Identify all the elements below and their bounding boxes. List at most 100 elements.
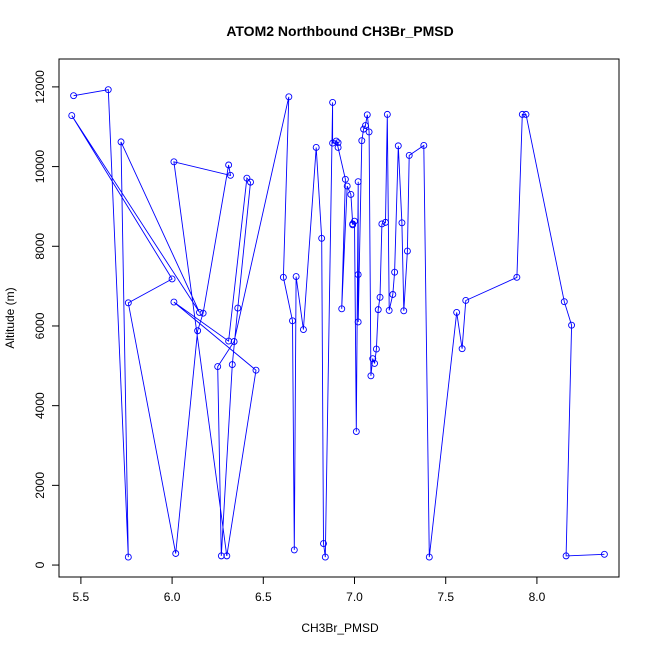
data-point xyxy=(234,304,242,312)
data-point xyxy=(458,345,466,353)
data-point xyxy=(391,268,399,276)
data-point xyxy=(518,110,526,118)
data-point xyxy=(252,366,260,374)
series-line xyxy=(71,89,605,558)
data-point xyxy=(398,219,406,227)
data-point xyxy=(318,234,326,242)
data-point xyxy=(329,139,337,147)
y-tick-label: 4000 xyxy=(33,392,47,419)
data-point xyxy=(194,327,202,335)
x-tick-label: 6.5 xyxy=(255,590,272,604)
y-tick-label: 0 xyxy=(33,561,47,568)
data-point xyxy=(292,273,300,281)
data-point xyxy=(227,171,234,179)
data-point xyxy=(168,275,176,283)
data-point xyxy=(403,247,411,255)
data-point xyxy=(299,326,307,334)
data-point xyxy=(170,298,178,306)
data-point xyxy=(367,372,375,380)
data-point xyxy=(117,138,125,146)
data-point xyxy=(400,307,408,315)
x-tick-label: 7.0 xyxy=(346,590,363,604)
data-point xyxy=(334,139,342,147)
data-point xyxy=(382,218,389,226)
data-point xyxy=(68,112,76,120)
data-point xyxy=(349,221,357,229)
data-point xyxy=(562,552,570,560)
data-point xyxy=(338,305,346,313)
x-tick-label: 5.5 xyxy=(73,590,90,604)
data-point xyxy=(568,321,576,329)
data-point xyxy=(462,297,470,304)
x-tick-label: 7.5 xyxy=(437,590,454,604)
data-point xyxy=(405,151,413,159)
data-point xyxy=(385,306,393,314)
x-tick-label: 6.0 xyxy=(164,590,181,604)
data-point xyxy=(228,361,236,369)
data-point xyxy=(225,337,233,345)
data-point xyxy=(360,125,368,133)
data-point xyxy=(376,293,384,301)
data-point xyxy=(522,110,530,118)
data-point xyxy=(217,552,225,560)
data-point xyxy=(104,86,112,94)
data-point xyxy=(290,546,298,554)
data-point xyxy=(358,137,366,145)
data-point xyxy=(378,220,386,228)
x-tick-label: 8.0 xyxy=(529,590,546,604)
data-point xyxy=(372,345,380,353)
data-point xyxy=(230,338,238,345)
y-tick-label: 8000 xyxy=(33,233,47,260)
y-axis-label: Altitude (m) xyxy=(3,287,17,348)
data-point xyxy=(279,273,287,281)
y-axis: 0 2000 4000 6000 8000 10000 12000 xyxy=(33,70,60,568)
data-point xyxy=(513,273,521,281)
data-point xyxy=(425,553,433,561)
data-point xyxy=(363,111,371,119)
data-point xyxy=(124,299,132,307)
data-point xyxy=(321,553,329,561)
data-point xyxy=(196,308,203,316)
data-point xyxy=(420,142,428,149)
data-point xyxy=(334,144,342,151)
data-point xyxy=(124,553,132,561)
x-axis-label: CH3Br_PMSD xyxy=(301,621,379,635)
data-point xyxy=(243,174,251,182)
data-point xyxy=(225,161,233,169)
data-point xyxy=(374,306,382,314)
data-point xyxy=(394,142,402,150)
data-point xyxy=(347,191,355,198)
data-point xyxy=(343,182,351,190)
data-point xyxy=(285,93,293,101)
data-point xyxy=(352,428,360,436)
y-tick-label: 6000 xyxy=(33,312,47,339)
data-point xyxy=(214,363,222,371)
data-point xyxy=(341,175,349,183)
data-point xyxy=(332,137,340,145)
x-axis: 5.5 6.0 6.5 7.0 7.5 8.0 xyxy=(73,576,546,604)
data-point xyxy=(389,291,397,298)
data-point xyxy=(172,550,180,557)
data-point xyxy=(70,92,78,100)
series-layer xyxy=(68,86,608,561)
data-point xyxy=(354,318,362,326)
chart-title: ATOM2 Northbound CH3Br_PMSD xyxy=(226,23,453,39)
data-point xyxy=(560,298,568,306)
data-point xyxy=(361,122,369,129)
y-tick-label: 2000 xyxy=(33,472,47,499)
data-point xyxy=(365,128,373,136)
data-point xyxy=(371,359,379,367)
data-point xyxy=(312,144,320,151)
data-point xyxy=(289,317,296,325)
y-tick-label: 10000 xyxy=(33,150,47,184)
data-point xyxy=(247,178,254,186)
y-tick-label: 12000 xyxy=(33,70,47,104)
data-point xyxy=(453,308,461,316)
data-point xyxy=(354,178,362,186)
data-point xyxy=(170,158,178,166)
data-point xyxy=(600,550,608,558)
data-point xyxy=(223,552,231,560)
data-point xyxy=(199,309,207,317)
